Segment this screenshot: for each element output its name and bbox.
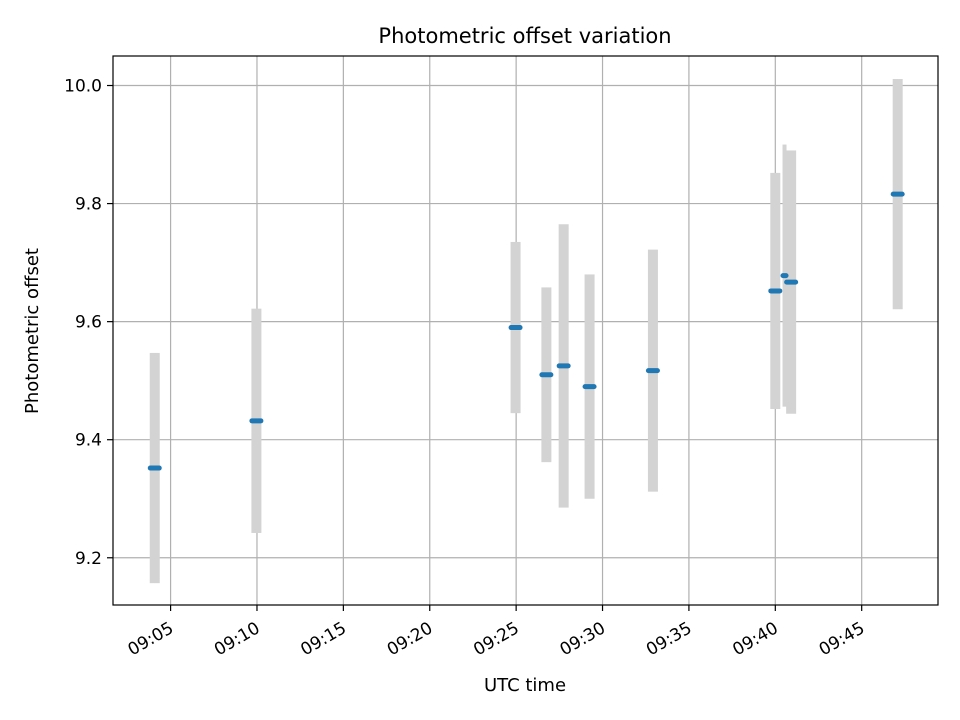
plot-frame bbox=[112, 55, 939, 606]
grid bbox=[113, 56, 938, 605]
markers bbox=[147, 191, 905, 471]
y-tick-label: 9.8 bbox=[75, 195, 102, 215]
y-axis: 9.2 9.4 9.6 9.8 10.0 bbox=[64, 77, 113, 569]
y-tick-label: 9.4 bbox=[75, 431, 102, 451]
plot-area bbox=[113, 56, 938, 605]
chart-title: Photometric offset variation bbox=[378, 24, 671, 48]
y-tick-label: 9.6 bbox=[75, 313, 102, 333]
y-axis-label: Photometric offset bbox=[22, 248, 43, 414]
y-tick-label: 9.2 bbox=[75, 549, 102, 569]
y-tick-label: 10.0 bbox=[64, 77, 102, 97]
x-axis-label: UTC time bbox=[484, 675, 566, 696]
